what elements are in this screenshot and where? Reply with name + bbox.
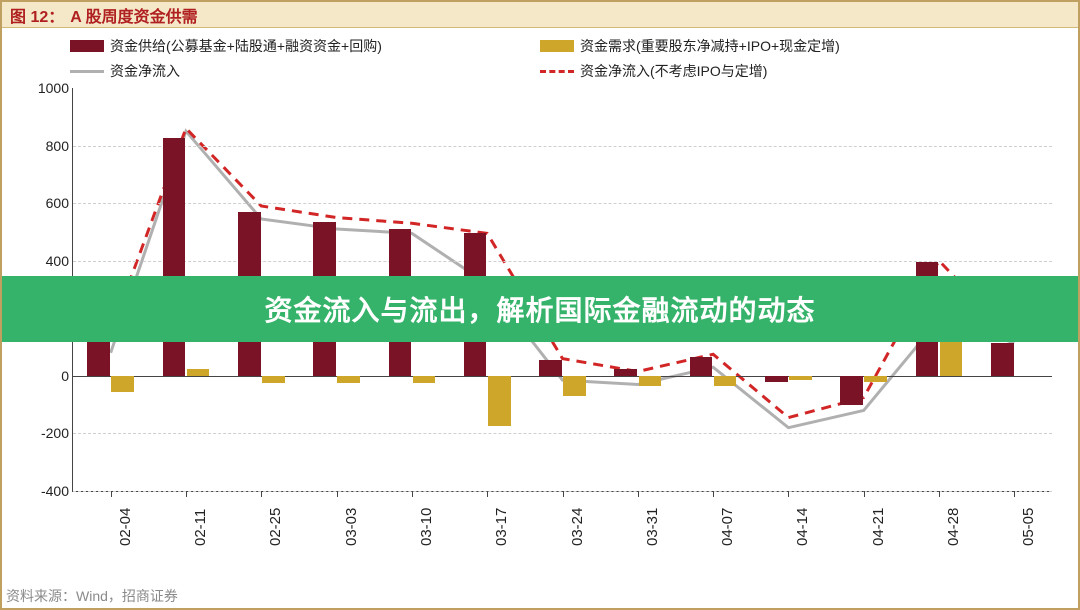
bar-supply [840,376,863,405]
x-axis-label: 02-04 [117,526,134,546]
x-tick [487,491,488,497]
x-axis-label: 03-17 [493,526,510,546]
x-axis-label: 04-28 [945,526,962,546]
figure-number: 图 12： [10,3,64,27]
overlay-banner-text: 资金流入与流出，解析国际金融流动的动态 [264,289,815,329]
x-axis-label: 04-14 [794,526,811,546]
x-axis-label: 03-03 [343,526,360,546]
bar-supply [614,369,637,376]
gridline [73,433,1052,434]
bar-supply [690,357,713,376]
legend-label: 资金供给(公募基金+陆股通+融资资金+回购) [110,36,382,56]
bar-demand [563,376,586,396]
bar-demand [337,376,360,383]
bar-demand [413,376,436,383]
x-axis-label: 03-24 [569,526,586,546]
x-tick [412,491,413,497]
figure-title-text: A 股周度资金供需 [70,3,197,27]
x-tick [186,491,187,497]
y-axis-label: 800 [23,138,69,154]
legend-item: 资金需求(重要股东净减持+IPO+现金定增) [540,34,980,58]
legend-item: 资金供给(公募基金+陆股通+融资资金+回购) [70,34,510,58]
legend-item: 资金净流入 [70,59,510,83]
x-tick [713,491,714,497]
bar-supply [87,337,110,376]
x-axis-label: 04-21 [870,526,887,546]
x-axis-label: 02-11 [192,526,209,546]
x-tick [638,491,639,497]
figure-title-bar: 图 12： A 股周度资金供需 [2,2,1078,28]
legend-item: 资金净流入(不考虑IPO与定增) [540,59,980,83]
x-tick [1014,491,1015,497]
x-tick [788,491,789,497]
legend-swatch-line [70,70,104,73]
legend-label: 资金净流入(不考虑IPO与定增) [580,61,767,81]
bar-demand [111,376,134,392]
chart-legend: 资金供给(公募基金+陆股通+融资资金+回购) 资金需求(重要股东净减持+IPO+现… [70,34,1060,84]
y-axis-label: -200 [23,425,69,441]
gridline [73,146,1052,147]
x-tick [563,491,564,497]
bar-demand [262,376,285,383]
x-tick [939,491,940,497]
gridline [73,261,1052,262]
bar-demand [187,369,210,376]
y-axis-label: 0 [23,368,69,384]
bar-supply [765,376,788,382]
legend-swatch-line [540,70,574,73]
bar-demand [864,376,887,382]
x-tick [261,491,262,497]
x-tick [337,491,338,497]
y-axis-label: 1000 [23,80,69,96]
bar-supply [991,343,1014,376]
bar-demand [639,376,662,386]
x-axis-label: 03-31 [644,526,661,546]
bar-demand [789,376,812,380]
overlay-banner: 资金流入与流出，解析国际金融流动的动态 [2,276,1078,342]
y-axis-label: 600 [23,195,69,211]
bar-demand [714,376,737,386]
legend-label: 资金需求(重要股东净减持+IPO+现金定增) [580,36,840,56]
legend-label: 资金净流入 [110,61,180,81]
source-label: 资料来源：Wind，招商证券 [6,586,178,606]
x-tick [864,491,865,497]
bar-demand [488,376,511,426]
legend-swatch-bar [70,40,104,52]
y-axis-label: 400 [23,253,69,269]
y-axis-label: -400 [23,483,69,499]
bar-supply [539,360,562,376]
x-axis-label: 04-07 [719,526,736,546]
x-axis-label: 05-05 [1020,526,1037,546]
x-axis-label: 03-10 [418,526,435,546]
x-axis-label: 02-25 [267,526,284,546]
x-tick [111,491,112,497]
gridline [73,203,1052,204]
legend-swatch-bar [540,40,574,52]
